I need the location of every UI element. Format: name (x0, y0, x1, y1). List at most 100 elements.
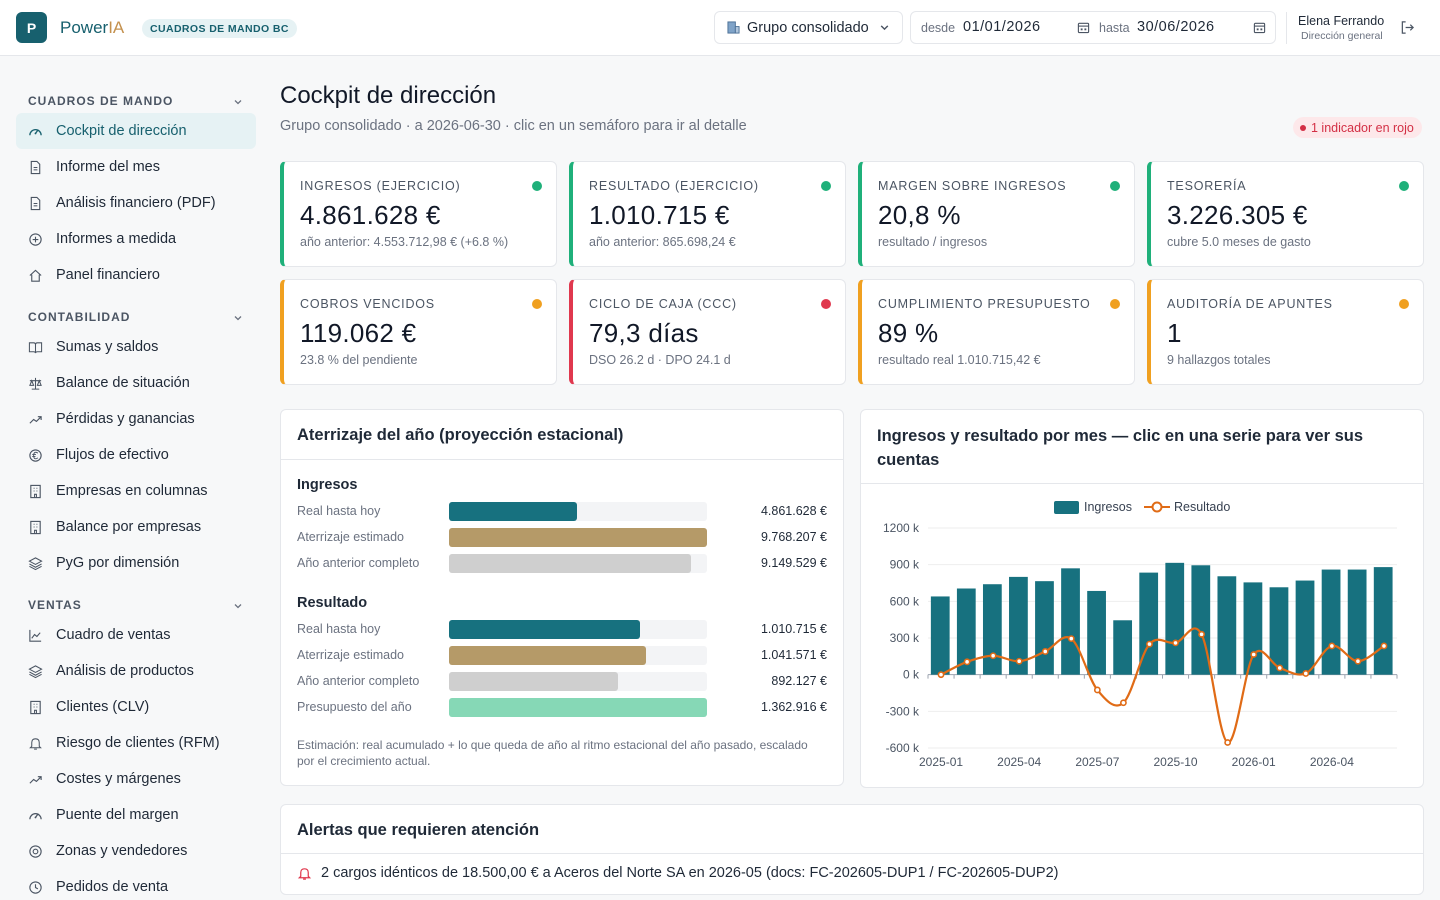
plus-circle-icon (29, 232, 42, 246)
chevron-down-icon[interactable] (233, 313, 243, 323)
trend-icon (29, 415, 42, 424)
kpi-card-ciclo-caja[interactable]: CICLO DE CAJA (CCC) 79,3 días DSO 26.2 d… (569, 279, 846, 385)
kpi-card-auditoria[interactable]: AUDITORÍA DE APUNTES 1 9 hallazgos total… (1147, 279, 1424, 385)
projection-bar[interactable] (449, 554, 691, 573)
page-subtitle: Grupo consolidado · a 2026-06-30 · clic … (280, 118, 747, 134)
bar-2025-05[interactable] (1035, 581, 1054, 675)
kpi-card-cobros-vencidos[interactable]: COBROS VENCIDOS 119.062 € 23.8 % del pen… (280, 279, 557, 385)
app-brand[interactable]: PowerIA (60, 18, 124, 38)
logout-icon[interactable] (1400, 20, 1415, 35)
status-dot-icon[interactable] (821, 299, 831, 309)
trend-icon (29, 775, 42, 784)
sidebar-item-clientes-clv[interactable]: Clientes (CLV) (16, 689, 256, 725)
resultado-point-2025-06 (1067, 635, 1075, 643)
kpi-card-tesoreria[interactable]: TESORERÍA 3.226.305 € cubre 5.0 meses de… (1147, 161, 1424, 267)
sidebar-item-label: Balance de situación (56, 375, 190, 391)
sidebar-item-pyg-dimension[interactable]: PyG por dimensión (16, 545, 256, 581)
app-logo[interactable]: P (16, 12, 47, 43)
layers-icon (28, 556, 43, 570)
bar-2026-02[interactable] (1269, 587, 1289, 675)
sidebar-item-riesgo-clientes[interactable]: Riesgo de clientes (RFM) (16, 725, 256, 761)
kpi-card-ingresos[interactable]: INGRESOS (EJERCICIO) 4.861.628 € año ant… (280, 161, 557, 267)
projection-bar[interactable] (449, 502, 578, 521)
from-date-input[interactable]: 01/01/2026 (963, 19, 1041, 35)
chevron-down-icon[interactable] (233, 601, 243, 611)
bar-2025-10[interactable] (1165, 562, 1185, 675)
sidebar-item-panel-financiero[interactable]: Panel financiero (16, 257, 256, 293)
sidebar-item-perdidas-ganancias[interactable]: Pérdidas y ganancias (16, 401, 256, 437)
kpi-card-margen[interactable]: MARGEN SOBRE INGRESOS 20,8 % resultado /… (858, 161, 1135, 267)
x-tick-label: 2026-04 (1310, 755, 1354, 769)
bar-2026-04[interactable] (1321, 569, 1341, 675)
status-dot-icon[interactable] (1110, 181, 1120, 191)
kpi-card-resultado[interactable]: RESULTADO (EJERCICIO) 1.010.715 € año an… (569, 161, 846, 267)
to-date-input[interactable]: 30/06/2026 (1137, 19, 1215, 35)
bar-2026-01[interactable] (1243, 582, 1263, 675)
sidebar-item-balance-situacion[interactable]: Balance de situación (16, 365, 256, 401)
bar-2025-12[interactable] (1217, 576, 1237, 675)
sidebar-item-analisis-financiero[interactable]: Análisis financiero (PDF) (16, 185, 256, 221)
projection-bar[interactable] (449, 698, 707, 717)
sidebar-item-pedidos-venta[interactable]: Pedidos de venta (16, 869, 256, 900)
user-name[interactable]: Elena Ferrando (1298, 14, 1385, 28)
kpi-label: COBROS VENCIDOS (300, 297, 435, 311)
kpi-card-presupuesto[interactable]: CUMPLIMIENTO PRESUPUESTO 89 % resultado … (858, 279, 1135, 385)
status-dot-icon[interactable] (821, 181, 831, 191)
brand-accent: IA (108, 18, 125, 37)
status-dot-icon[interactable] (532, 181, 542, 191)
sidebar-item-zonas-vendedores[interactable]: Zonas y vendedores (16, 833, 256, 869)
bar-2025-03[interactable] (982, 584, 1002, 675)
group-select-value: Grupo consolidado (747, 19, 869, 36)
bar-2025-04[interactable] (1009, 576, 1028, 675)
sidebar-item-informes-medida[interactable]: Informes a medida (16, 221, 256, 257)
bar-2025-07[interactable] (1087, 590, 1106, 675)
calendar-icon[interactable] (1077, 21, 1090, 34)
status-dot-icon[interactable] (532, 299, 542, 309)
chart-line-icon (29, 629, 42, 642)
sidebar-item-analisis-productos[interactable]: Análisis de productos (16, 653, 256, 689)
chevron-down-icon (880, 25, 889, 31)
brand-badge: CUADROS DE MANDO BC (142, 19, 297, 38)
bar-2025-01[interactable] (930, 596, 950, 675)
sidebar-item-costes-margenes[interactable]: Costes y márgenes (16, 761, 256, 797)
bar-2026-06[interactable] (1373, 567, 1393, 675)
status-dot-icon[interactable] (1399, 299, 1409, 309)
resultado-point-2025-12 (1224, 739, 1232, 746)
alert-item[interactable]: 2 cargos idénticos de 18.500,00 € a Acer… (297, 865, 1059, 881)
legend-resultado[interactable]: Resultado (1144, 500, 1230, 514)
page-title: Cockpit de dirección (280, 82, 497, 109)
chevron-down-icon[interactable] (233, 97, 243, 107)
date-range: desde 01/01/2026 hasta 30/06/2026 (910, 11, 1276, 44)
sidebar-item-informe-mes[interactable]: Informe del mes (16, 149, 256, 185)
kpi-value: 3.226.305 € (1167, 200, 1308, 230)
projection-bar[interactable] (449, 620, 641, 639)
bar-2025-08[interactable] (1113, 620, 1133, 675)
legend-ingresos[interactable]: Ingresos (1054, 500, 1132, 514)
bar-2026-03[interactable] (1295, 580, 1315, 675)
projection-row-label: Real hasta hoy (297, 622, 381, 636)
status-dot-icon[interactable] (1110, 299, 1120, 309)
sidebar-item-label: Zonas y vendedores (56, 843, 188, 859)
bar-2025-06[interactable] (1061, 568, 1080, 675)
sidebar-item-cockpit[interactable]: Cockpit de dirección (16, 113, 256, 149)
resultado-line[interactable] (940, 627, 1385, 744)
bar-2025-02[interactable] (956, 588, 976, 675)
projection-bar[interactable] (449, 528, 707, 547)
sidebar-item-sumas-saldos[interactable]: Sumas y saldos (16, 329, 256, 365)
projection-bar[interactable] (449, 672, 618, 691)
group-select[interactable]: Grupo consolidado (714, 11, 903, 44)
projection-bar[interactable] (449, 646, 647, 665)
status-dot-icon[interactable] (1399, 181, 1409, 191)
kpi-value: 119.062 € (300, 318, 417, 348)
sidebar-item-puente-margen[interactable]: Puente del margen (16, 797, 256, 833)
book-icon (28, 341, 43, 353)
calendar-icon[interactable] (1253, 21, 1266, 34)
bar-2026-05[interactable] (1347, 569, 1367, 675)
sidebar-item-balance-empresas[interactable]: Balance por empresas (16, 509, 256, 545)
sidebar-item-empresas-columnas[interactable]: Empresas en columnas (16, 473, 256, 509)
red-indicator-badge[interactable]: 1 indicador en rojo (1293, 117, 1422, 138)
sidebar-item-flujos-efectivo[interactable]: Flujos de efectivo (16, 437, 256, 473)
bell-icon (29, 737, 42, 750)
bar-2025-09[interactable] (1139, 572, 1159, 675)
sidebar-item-cuadro-ventas[interactable]: Cuadro de ventas (16, 617, 256, 653)
